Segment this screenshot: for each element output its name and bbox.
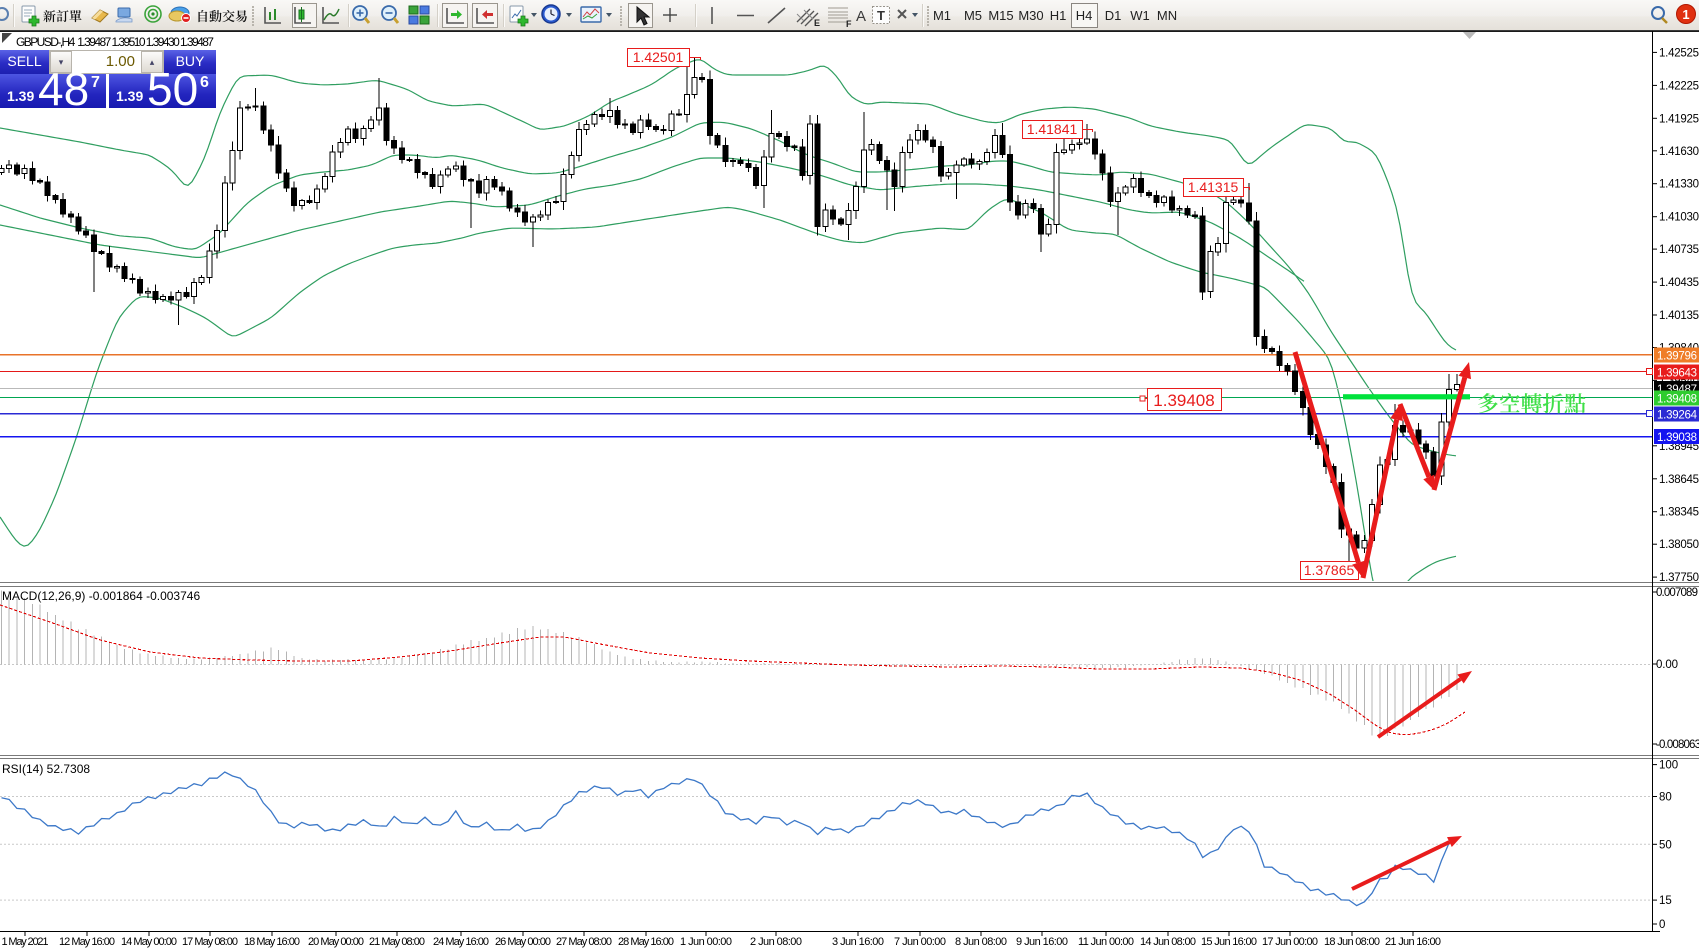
svg-text:1.41925: 1.41925 (1659, 113, 1699, 125)
svg-text:1.41330: 1.41330 (1659, 179, 1699, 191)
svg-text:GBPUSD-,H4 1.39487 1.39510 1.: GBPUSD-,H4 1.39487 1.39510 1.39430 1.394… (16, 35, 214, 49)
svg-text:E: E (814, 18, 820, 28)
svg-text:A: A (856, 8, 866, 25)
svg-text:H4: H4 (1076, 8, 1093, 23)
svg-text:28 May 16:00: 28 May 16:00 (618, 936, 674, 948)
svg-text:1.41630: 1.41630 (1659, 146, 1699, 158)
svg-text:1.39038: 1.39038 (1657, 432, 1697, 444)
svg-text:7 Jun 00:00: 7 Jun 00:00 (894, 936, 946, 948)
svg-text:9 Jun 16:00: 9 Jun 16:00 (1016, 936, 1068, 948)
svg-text:2 Jun 08:00: 2 Jun 08:00 (750, 936, 802, 948)
svg-text:1.41315: 1.41315 (1188, 179, 1239, 195)
svg-text:17 Jun 00:00: 17 Jun 00:00 (1262, 936, 1318, 948)
svg-text:1.37750: 1.37750 (1659, 572, 1699, 584)
svg-text:21 May 08:00: 21 May 08:00 (369, 936, 425, 948)
svg-text:18 Jun 08:00: 18 Jun 08:00 (1324, 936, 1380, 948)
svg-text:1: 1 (1682, 7, 1689, 22)
svg-text:MN: MN (1157, 8, 1177, 23)
svg-text:14 May 00:00: 14 May 00:00 (121, 936, 177, 948)
svg-text:17 May 08:00: 17 May 08:00 (182, 936, 238, 948)
svg-text:21 Jun 16:00: 21 Jun 16:00 (1385, 936, 1441, 948)
svg-text:20 May 00:00: 20 May 00:00 (308, 936, 364, 948)
svg-text:T: T (877, 8, 885, 23)
svg-text:50: 50 (1659, 839, 1672, 851)
svg-text:15: 15 (1659, 895, 1672, 907)
svg-text:18 May 16:00: 18 May 16:00 (244, 936, 300, 948)
svg-text:1.41841: 1.41841 (1027, 121, 1078, 137)
svg-text:1.39408: 1.39408 (1153, 391, 1214, 410)
svg-text:M1: M1 (933, 8, 951, 23)
svg-text:8 Jun 08:00: 8 Jun 08:00 (955, 936, 1007, 948)
svg-text:1.38050: 1.38050 (1659, 539, 1699, 551)
svg-text:1.40435: 1.40435 (1659, 277, 1699, 289)
svg-text:24 May 16:00: 24 May 16:00 (433, 936, 489, 948)
svg-text:3 Jun 16:00: 3 Jun 16:00 (832, 936, 884, 948)
svg-text:1.42225: 1.42225 (1659, 80, 1699, 92)
svg-text:0: 0 (1659, 919, 1665, 931)
svg-text:100: 100 (1659, 760, 1678, 772)
svg-text:-0.008063: -0.008063 (1656, 739, 1699, 751)
svg-text:MACD(12,26,9) -0.001864 -0.003: MACD(12,26,9) -0.001864 -0.003746 (2, 589, 200, 603)
svg-text:1.39796: 1.39796 (1657, 351, 1697, 363)
svg-text:80: 80 (1659, 792, 1672, 804)
svg-text:F: F (846, 19, 852, 29)
svg-text:26 May 00:00: 26 May 00:00 (495, 936, 551, 948)
svg-text:1 Jun 00:00: 1 Jun 00:00 (680, 936, 732, 948)
svg-text:W1: W1 (1130, 8, 1150, 23)
svg-text:1 May 2021: 1 May 2021 (2, 936, 49, 948)
svg-text:0.007089: 0.007089 (1656, 587, 1698, 599)
svg-text:1.39264: 1.39264 (1657, 410, 1698, 422)
svg-text:M30: M30 (1018, 8, 1043, 23)
svg-text:1.39408: 1.39408 (1657, 394, 1697, 406)
svg-text:1.42501: 1.42501 (633, 49, 684, 65)
svg-text:11 Jun 00:00: 11 Jun 00:00 (1078, 936, 1134, 948)
svg-text:M15: M15 (988, 8, 1013, 23)
svg-text:1.39643: 1.39643 (1657, 368, 1697, 380)
svg-text:D1: D1 (1105, 8, 1122, 23)
svg-text:15 Jun 16:00: 15 Jun 16:00 (1201, 936, 1257, 948)
svg-text:1.40135: 1.40135 (1659, 310, 1699, 322)
svg-text:14 Jun 08:00: 14 Jun 08:00 (1140, 936, 1196, 948)
svg-text:1.42525: 1.42525 (1659, 47, 1699, 59)
svg-text:1.40735: 1.40735 (1659, 244, 1699, 256)
svg-text:M5: M5 (964, 8, 982, 23)
svg-text:1.38345: 1.38345 (1659, 507, 1699, 519)
svg-text:12 May 16:00: 12 May 16:00 (59, 936, 115, 948)
svg-text:0.00: 0.00 (1656, 659, 1678, 671)
svg-text:1.41030: 1.41030 (1659, 212, 1699, 224)
svg-text:1.38645: 1.38645 (1659, 474, 1699, 486)
svg-text:27 May 08:00: 27 May 08:00 (556, 936, 612, 948)
svg-text:RSI(14) 52.7308: RSI(14) 52.7308 (2, 762, 90, 776)
svg-text:1.37865: 1.37865 (1304, 562, 1355, 578)
svg-text:H1: H1 (1050, 8, 1067, 23)
